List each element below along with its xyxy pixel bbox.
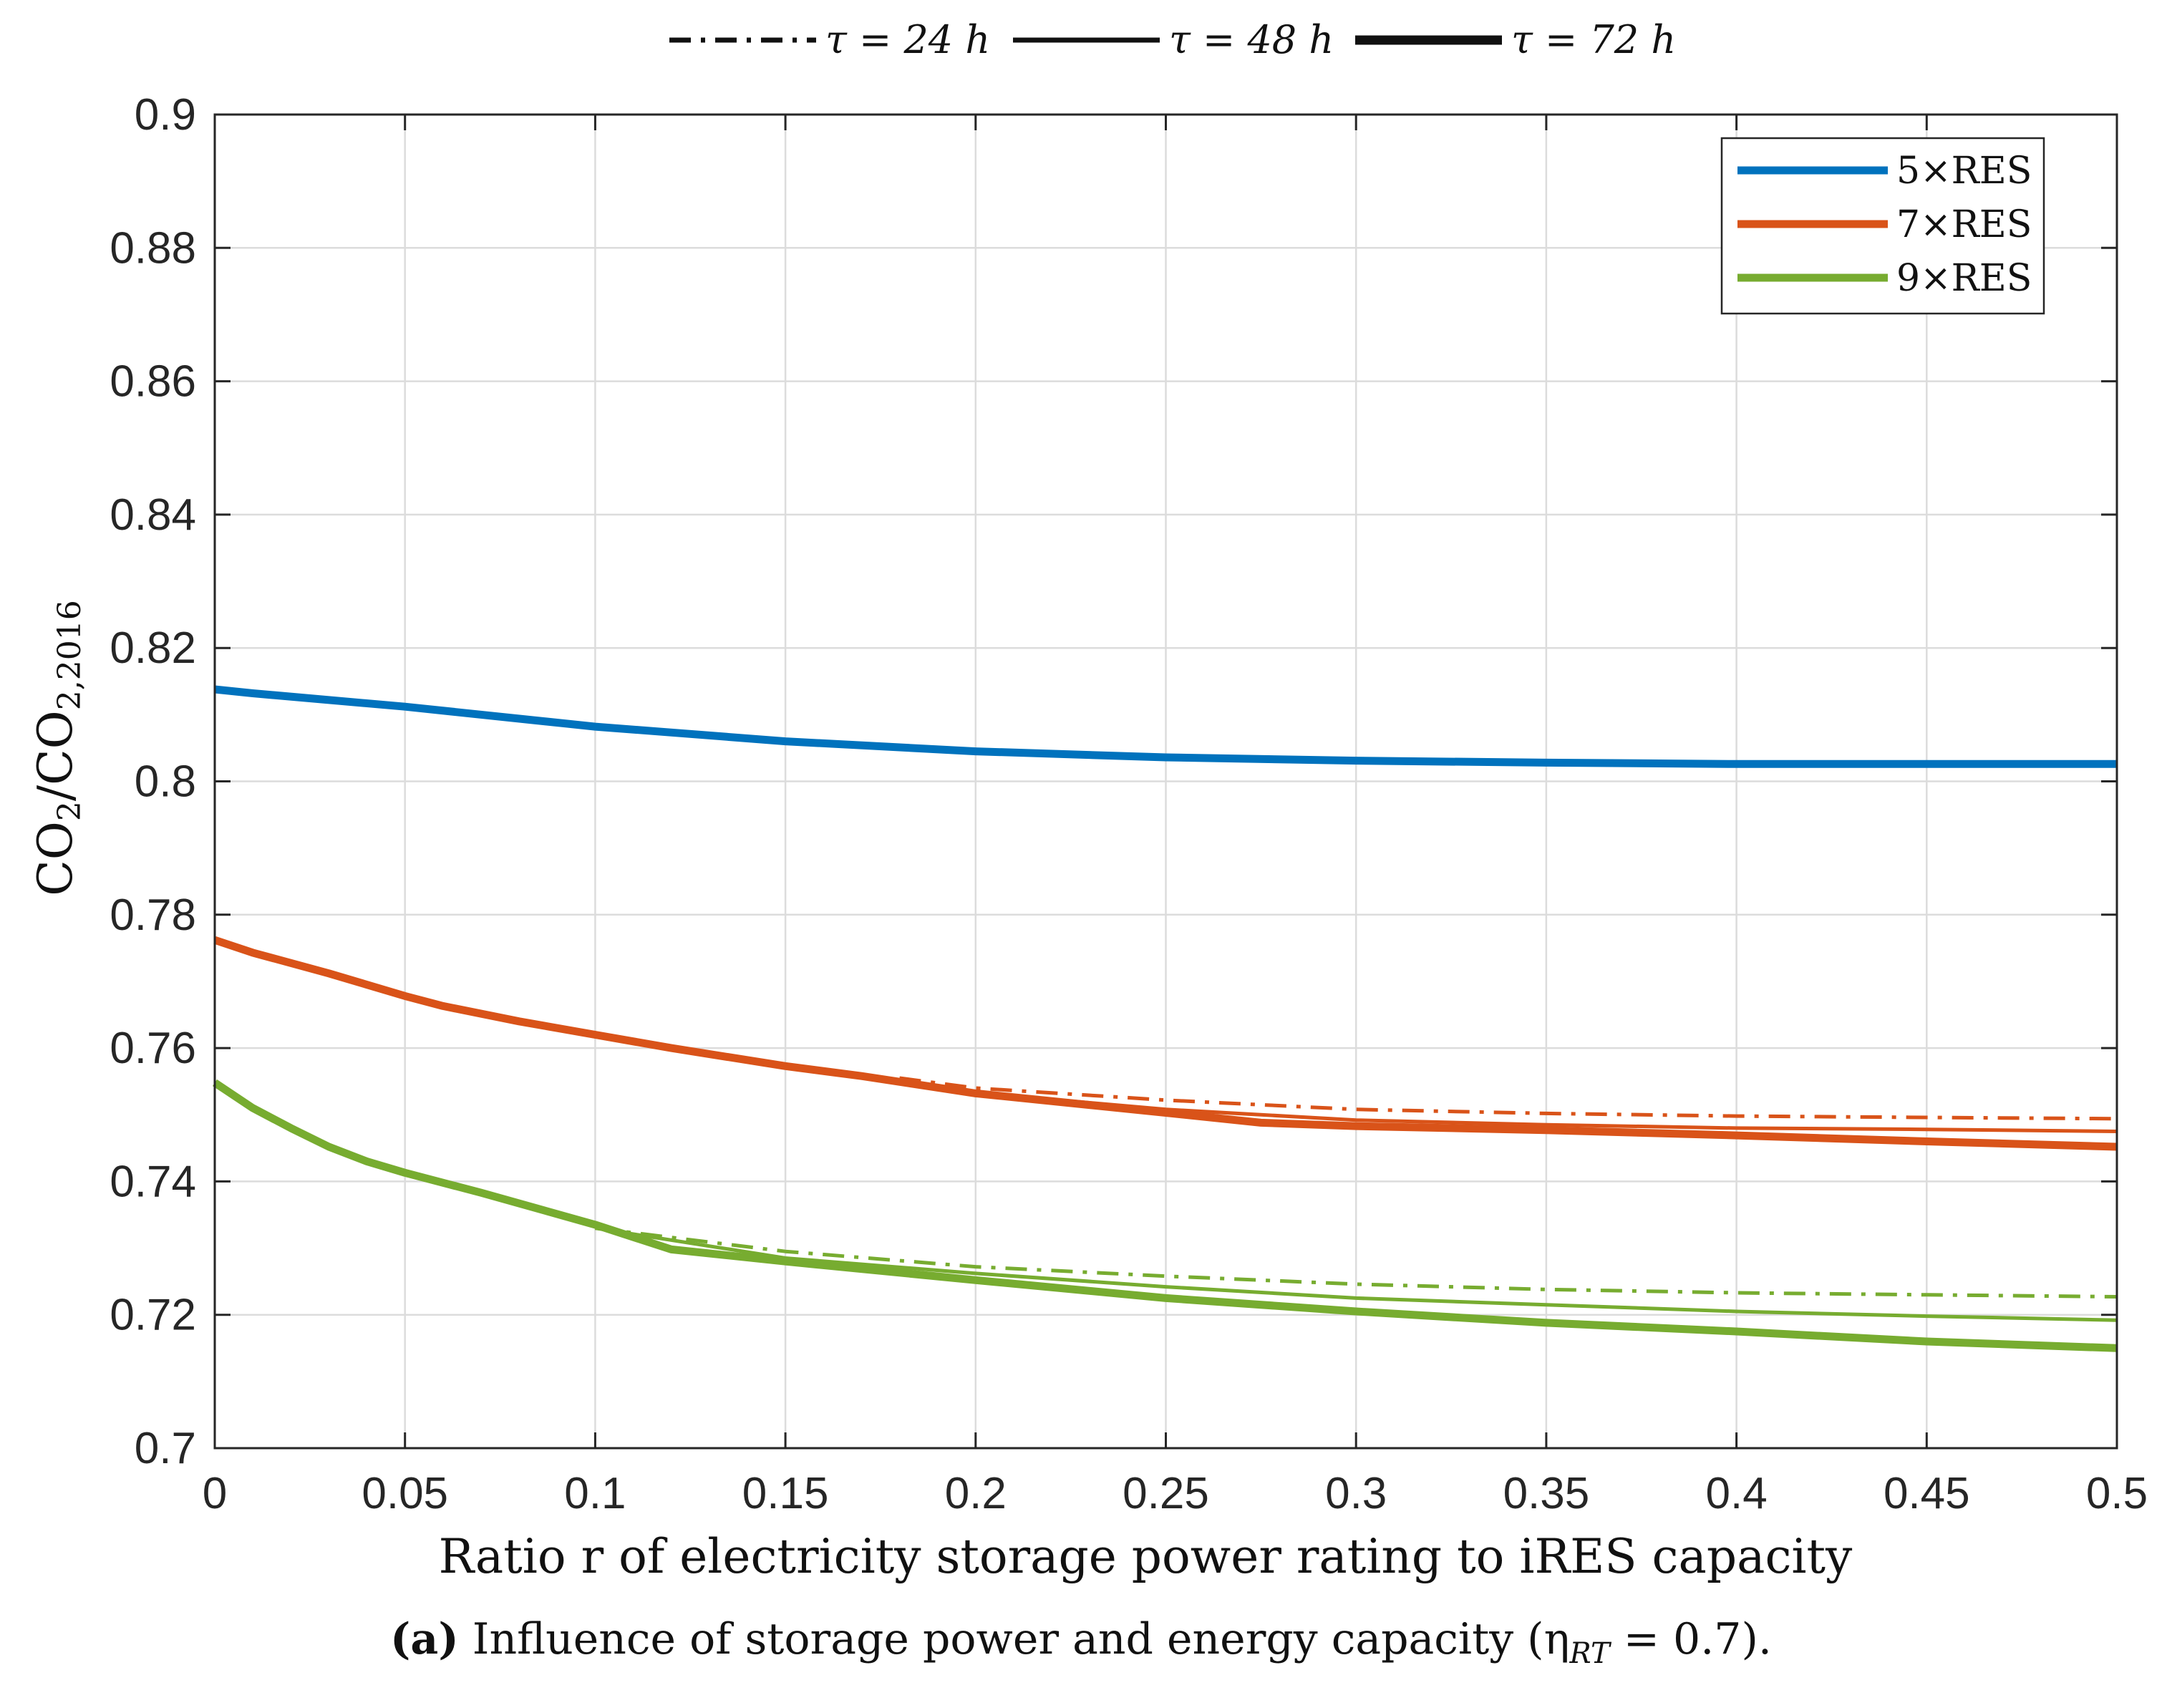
legend-label: 9×RES xyxy=(1896,257,2032,300)
y-tick-label: 0.86 xyxy=(110,357,196,407)
y-tick-label: 0.7 xyxy=(135,1424,196,1473)
style-legend-label: τ = 48 h xyxy=(1169,17,1334,62)
figure-caption: (a) Influence of storage power and energ… xyxy=(0,1614,2162,1670)
line-style-legend: τ = 24 h τ = 48 h τ = 72 h xyxy=(669,17,1676,62)
series-line xyxy=(899,1076,2118,1121)
caption-label: (a) xyxy=(390,1614,459,1664)
series-line xyxy=(213,936,2118,1151)
legend-label: 5×RES xyxy=(1896,150,2032,193)
x-tick-label: 0.2 xyxy=(945,1469,1007,1518)
y-tick-label: 0.8 xyxy=(135,757,196,807)
x-tick-label: 0.1 xyxy=(564,1469,626,1518)
style-legend-label: τ = 24 h xyxy=(825,17,990,62)
y-axis-label: CO2/CO2,2016 xyxy=(28,600,88,896)
caption-subscript: RT xyxy=(1569,1637,1610,1670)
x-tick-label: 0.15 xyxy=(742,1469,829,1518)
y-tick-label: 0.84 xyxy=(110,490,196,540)
x-tick-label: 0.35 xyxy=(1503,1469,1590,1518)
series-line xyxy=(214,685,2117,768)
y-tick-label: 0.76 xyxy=(110,1024,196,1073)
x-axis-label: Ratio r of electricity storage power rat… xyxy=(439,1529,1853,1584)
series-line xyxy=(595,1226,2118,1299)
x-tick-label: 0.4 xyxy=(1705,1469,1767,1518)
caption-tail: = 0.7). xyxy=(1609,1614,1772,1664)
x-tick-label: 0.05 xyxy=(362,1469,448,1518)
x-tick-label: 0.25 xyxy=(1123,1469,1209,1518)
series-line xyxy=(212,1079,2118,1352)
y-tick-label: 0.72 xyxy=(110,1291,196,1340)
style-legend-label: τ = 72 h xyxy=(1511,17,1676,62)
x-tick-label: 0.45 xyxy=(1884,1469,1970,1518)
legend-label: 7×RES xyxy=(1896,203,2032,246)
y-tick-label: 0.82 xyxy=(110,623,196,673)
y-tick-label: 0.88 xyxy=(110,223,196,273)
y-tick-label: 0.78 xyxy=(110,891,196,940)
caption-text: Influence of storage power and energy ca… xyxy=(458,1614,1570,1664)
x-tick-label: 0 xyxy=(203,1469,227,1518)
y-tick-label: 0.9 xyxy=(135,90,196,140)
x-tick-label: 0.3 xyxy=(1325,1469,1387,1518)
color-legend: 5×RES 7×RES 9×RES xyxy=(1720,137,2045,315)
series-group xyxy=(212,685,2118,1352)
y-tick-label: 0.74 xyxy=(110,1157,196,1206)
series-line xyxy=(595,1226,2118,1322)
ticks: 0 0.05 0.1 0.15 0.2 0.25 0.3 0.35 0.4 0.45 0.5 0.7 0… xyxy=(110,90,2148,1518)
x-tick-label: 0.5 xyxy=(2086,1469,2148,1518)
